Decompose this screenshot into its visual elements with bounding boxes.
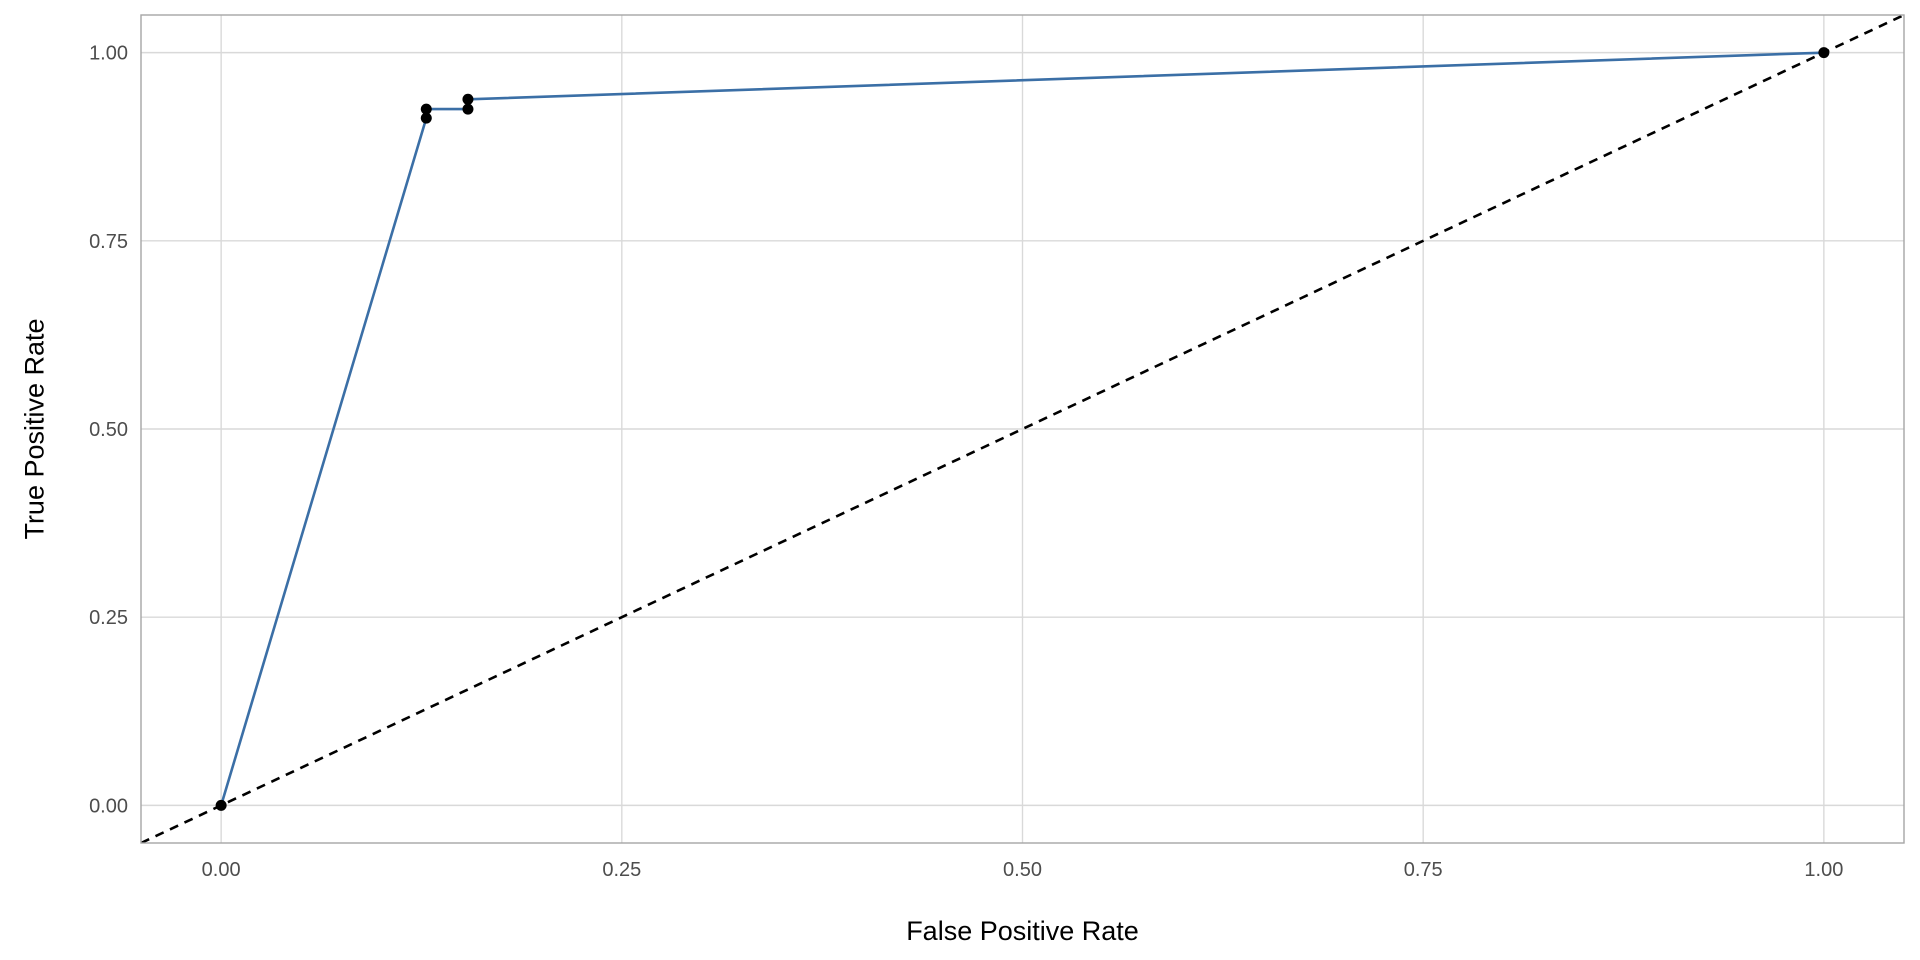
x-axis-title: False Positive Rate bbox=[906, 916, 1139, 946]
x-tick-label-1: 0.25 bbox=[602, 859, 641, 881]
reference-diagonal-line bbox=[141, 15, 1904, 843]
y-tick-label-3: 0.75 bbox=[89, 231, 128, 253]
roc-points bbox=[215, 47, 1830, 811]
y-tick-label-4: 1.00 bbox=[89, 43, 128, 65]
roc-point-2 bbox=[420, 103, 432, 115]
x-tick-label-2: 0.50 bbox=[1003, 859, 1042, 881]
plot-panel-border bbox=[140, 14, 1905, 844]
roc-point-5 bbox=[1818, 47, 1830, 59]
x-tick-label-3: 0.75 bbox=[1404, 859, 1443, 881]
y-tick-label-1: 0.25 bbox=[89, 607, 128, 629]
y-axis-ticks: 0.00 0.25 0.50 0.75 1.00 bbox=[89, 43, 128, 818]
roc-point-0 bbox=[215, 799, 227, 811]
x-tick-label-4: 1.00 bbox=[1804, 859, 1843, 881]
x-tick-label-0: 0.00 bbox=[202, 859, 241, 881]
grid-lines bbox=[141, 15, 1904, 843]
roc-curve-line bbox=[219, 51, 1824, 806]
roc-point-4 bbox=[462, 93, 474, 105]
y-tick-label-2: 0.50 bbox=[89, 419, 128, 441]
reference-diagonal bbox=[141, 15, 1904, 843]
x-axis-ticks: 0.00 0.25 0.50 0.75 1.00 bbox=[202, 859, 1844, 881]
y-tick-label-0: 0.00 bbox=[89, 795, 128, 817]
roc-series bbox=[219, 51, 1824, 806]
roc-point-1 bbox=[420, 112, 432, 124]
y-axis-title: True Positive Rate bbox=[19, 318, 49, 539]
roc-point-3 bbox=[462, 103, 474, 115]
